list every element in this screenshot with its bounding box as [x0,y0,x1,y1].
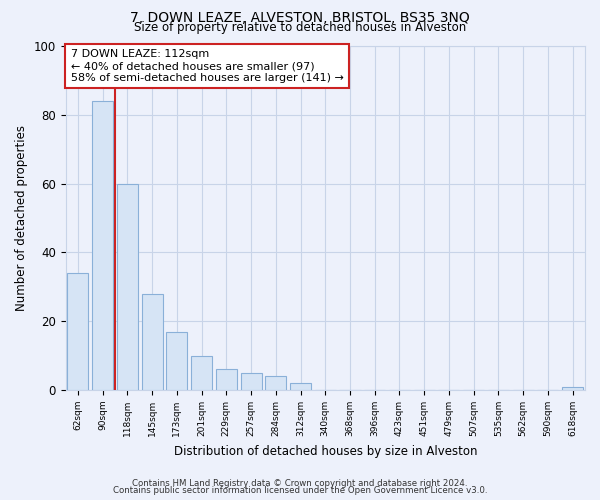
Text: 7 DOWN LEAZE: 112sqm
← 40% of detached houses are smaller (97)
58% of semi-detac: 7 DOWN LEAZE: 112sqm ← 40% of detached h… [71,50,344,82]
Bar [67,273,88,390]
Bar [166,332,187,390]
Bar [562,386,583,390]
Text: 7, DOWN LEAZE, ALVESTON, BRISTOL, BS35 3NQ: 7, DOWN LEAZE, ALVESTON, BRISTOL, BS35 3… [130,12,470,26]
Bar [290,383,311,390]
Bar [265,376,286,390]
Text: Contains HM Land Registry data © Crown copyright and database right 2024.: Contains HM Land Registry data © Crown c… [132,478,468,488]
Text: Size of property relative to detached houses in Alveston: Size of property relative to detached ho… [134,22,466,35]
Y-axis label: Number of detached properties: Number of detached properties [15,125,28,311]
Bar [191,356,212,390]
X-axis label: Distribution of detached houses by size in Alveston: Distribution of detached houses by size … [173,444,477,458]
Bar [241,373,262,390]
Bar [216,370,237,390]
Bar [92,101,113,390]
Text: Contains public sector information licensed under the Open Government Licence v3: Contains public sector information licen… [113,486,487,495]
Bar [117,184,138,390]
Bar [142,294,163,390]
